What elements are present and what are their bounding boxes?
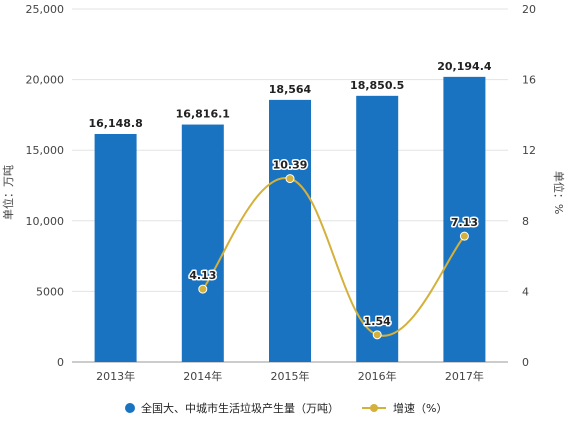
growth-point [372,330,382,340]
right-tick-label: 12 [522,144,536,157]
growth-point [198,284,208,294]
growth-line [202,177,466,337]
x-tick-label: 2015年 [271,369,310,383]
left-axis-title: 单位：万吨 [1,165,15,220]
bar-value-label: 20,194.4 [437,60,492,73]
bar-value-label: 16,148.8 [88,117,142,130]
growth-value-label: 4.13 [189,269,216,282]
bar-value-labels: 16,148.8 16,816.1 18,564 18,850.5 20,194.4 [88,60,491,130]
left-axis-ticks: 0 5000 10,000 15,000 20,000 25,000 [26,3,65,369]
x-tick-label: 2014年 [183,369,222,383]
growth-value-label: 7.13 [451,216,478,229]
right-tick-label: 0 [522,356,529,369]
growth-value-label: 1.54 [364,315,391,328]
right-tick-label: 16 [522,74,536,87]
right-tick-label: 20 [522,3,536,16]
left-tick-label: 15,000 [26,144,65,157]
bar [269,99,311,363]
legend-bar-marker [125,403,135,413]
bar [94,133,137,362]
left-tick-label: 20,000 [26,74,65,87]
bar-value-label: 18,850.5 [350,79,404,92]
right-axis-ticks: 0 4 8 12 16 20 [522,3,536,369]
legend-line-marker [370,404,378,412]
bar [443,76,486,362]
x-tick-label: 2013年 [96,369,135,383]
left-tick-label: 0 [57,356,64,369]
growth-point [459,231,469,241]
left-tick-label: 25,000 [26,3,65,16]
x-tick-label: 2016年 [358,369,397,383]
bar [356,95,399,363]
growth-point [285,174,295,184]
right-tick-label: 8 [522,215,529,228]
bar-value-label: 16,816.1 [176,108,230,121]
legend: 全国大、中城市生活垃圾产生量（万吨） 增速（%） [125,401,447,415]
x-axis-ticks: 2013年 2014年 2015年 2016年 2017年 [96,369,484,383]
line-series [198,174,469,340]
bar-value-label: 18,564 [269,83,312,96]
left-tick-label: 10,000 [26,215,65,228]
legend-line-label: 增速（%） [393,401,447,415]
left-tick-label: 5000 [36,285,64,298]
x-tick-label: 2017年 [445,369,484,383]
right-axis-title: 单位：% [552,171,566,214]
legend-bar-label: 全国大、中城市生活垃圾产生量（万吨） [141,401,339,415]
line-value-labels: 4.13 10.39 1.54 7.13 [188,157,480,329]
bar-series [94,76,486,363]
growth-value-label: 10.39 [273,159,308,172]
right-tick-label: 4 [522,285,529,298]
bar [181,124,224,362]
